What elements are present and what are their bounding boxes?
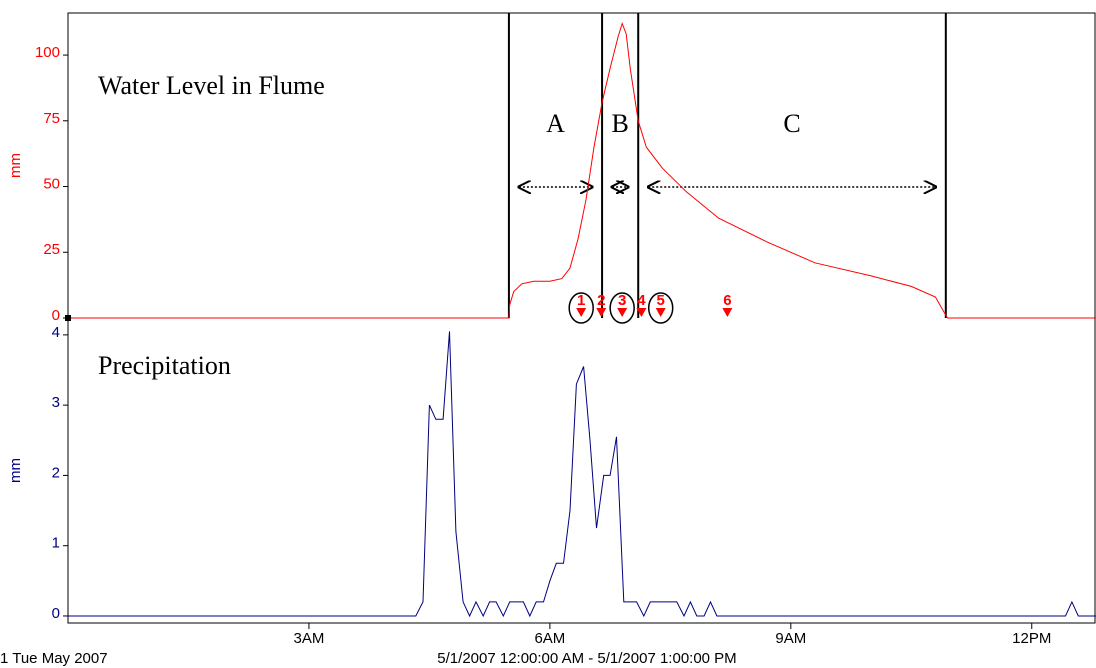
y-tick-label: 4 — [52, 324, 60, 341]
event-label: 5 — [657, 292, 665, 309]
event-label: 2 — [597, 292, 605, 309]
y-tick-label: 3 — [52, 394, 60, 411]
data-line — [68, 331, 1096, 618]
event-marker — [617, 308, 628, 317]
y-tick-label: 25 — [43, 241, 60, 258]
y-tick-label: 0 — [52, 605, 60, 622]
y-tick-label: 75 — [43, 110, 60, 127]
event-marker — [655, 308, 666, 317]
event-marker — [596, 308, 607, 317]
event-label: 3 — [618, 292, 626, 309]
footer-range: 5/1/2007 12:00:00 AM - 5/1/2007 1:00:00 … — [437, 650, 736, 667]
y-tick-label: 0 — [52, 307, 60, 324]
y-tick-label: 50 — [43, 176, 60, 193]
y-tick-label: 1 — [52, 535, 60, 552]
x-tick-label: 9AM — [775, 630, 806, 647]
x-tick-label: 12PM — [1012, 630, 1051, 647]
event-marker — [636, 308, 647, 317]
event-marker — [576, 308, 587, 317]
footer-date: 1 Tue May 2007 — [0, 650, 108, 667]
panel-title: Precipitation — [98, 351, 231, 380]
event-label: 4 — [637, 292, 646, 309]
event-label: 1 — [577, 292, 585, 309]
region-label: B — [611, 109, 628, 138]
event-circle — [647, 292, 674, 324]
event-label: 6 — [723, 292, 731, 309]
y-axis-title: mm — [7, 458, 24, 483]
data-line — [68, 21, 1096, 319]
x-tick-label: 3AM — [294, 630, 325, 647]
y-tick-label: 100 — [35, 44, 60, 61]
event-circle — [609, 292, 635, 324]
y-tick-label: 2 — [52, 464, 60, 481]
region-label: A — [546, 109, 565, 138]
region-label: C — [783, 109, 800, 138]
panel-joint — [65, 315, 71, 321]
event-marker — [722, 308, 733, 317]
panel-title: Water Level in Flume — [98, 71, 325, 100]
event-circle — [568, 292, 594, 324]
x-tick-label: 6AM — [534, 630, 565, 647]
y-axis-title: mm — [7, 153, 24, 178]
